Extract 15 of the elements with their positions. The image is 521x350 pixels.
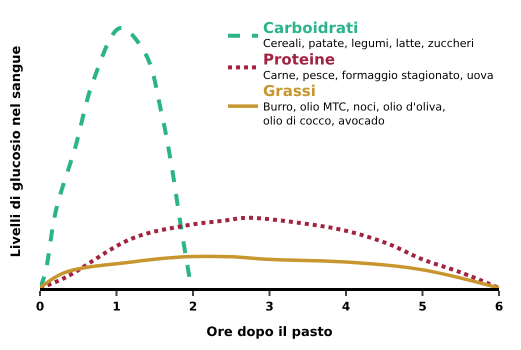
legend-label: Carboidrati [263,18,358,37]
text: Grassi [263,82,316,100]
x-tick-label: 0 [36,299,44,314]
x-axis-title: Ore dopo il pasto [206,325,333,340]
x-tick-label: 2 [188,299,198,314]
annotation: Burro, olio MTC, noci, olio d'oliva, olio di cocco, avocado [263,100,446,128]
x-tick-label: 5 [418,299,427,314]
annotation: Cereali, patate, legumi, latte, zuccheri [263,37,474,50]
legend-label: Proteine [263,50,336,69]
x-tick-label: 3 [265,299,274,314]
x-tick-label: 4 [342,299,350,314]
annotation: Carne, pesce, formaggio stagionato, uova [263,68,494,82]
x-tick-label: 1 [112,299,121,314]
y-axis-title: Livelli di glucosio nel sangue [8,45,24,258]
x-tick-label: 6 [494,299,504,314]
